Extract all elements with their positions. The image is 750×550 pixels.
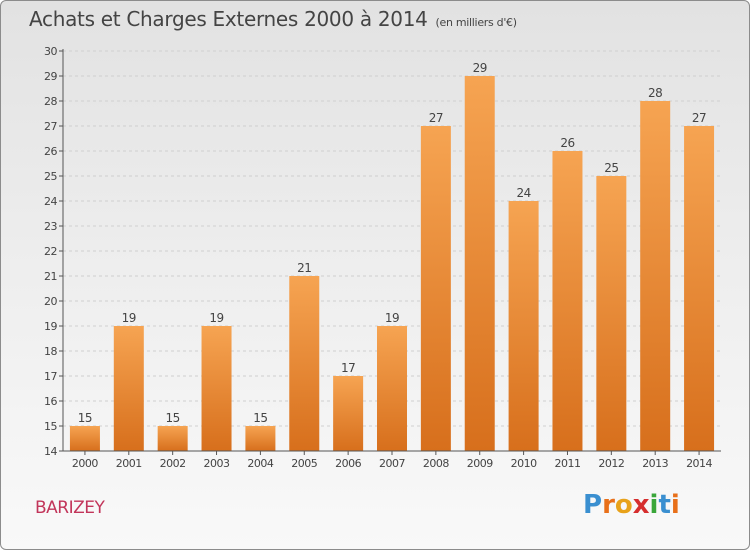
bar-value-label: 15 bbox=[166, 411, 180, 425]
bar-value-label: 29 bbox=[473, 61, 487, 75]
bar bbox=[201, 326, 232, 451]
y-tick-label: 17 bbox=[44, 370, 57, 383]
bar bbox=[596, 176, 627, 451]
bar-value-label: 15 bbox=[78, 411, 92, 425]
bar bbox=[113, 326, 144, 451]
x-tick-label: 2008 bbox=[423, 457, 449, 470]
y-tick-label: 15 bbox=[44, 420, 57, 433]
x-tick-label: 2006 bbox=[335, 457, 361, 470]
bar-value-label: 19 bbox=[385, 311, 399, 325]
x-tick-label: 2003 bbox=[204, 457, 230, 470]
bar bbox=[377, 326, 407, 451]
place-name: BARIZEY bbox=[35, 498, 105, 518]
y-tick-label: 25 bbox=[44, 170, 57, 183]
y-tick-label: 18 bbox=[44, 345, 57, 358]
data-labels: 15 19 15 19 15 21 17 19 27 29 24 26 25 28 27 bbox=[78, 61, 707, 425]
bar-value-label: 15 bbox=[253, 411, 267, 425]
logo-letter: i bbox=[649, 490, 659, 520]
y-tick-label: 19 bbox=[44, 320, 57, 333]
bar-value-label: 27 bbox=[429, 111, 443, 125]
bar bbox=[289, 276, 320, 451]
bar-value-label: 21 bbox=[297, 261, 311, 275]
bars bbox=[69, 76, 715, 451]
logo-letter: P bbox=[583, 490, 603, 520]
bar bbox=[508, 201, 539, 451]
bar-value-label: 25 bbox=[604, 161, 618, 175]
y-tick-label: 28 bbox=[44, 95, 57, 108]
x-tick-label: 2012 bbox=[598, 457, 624, 470]
chart-title: Achats et Charges Externes 2000 à 2014 (e… bbox=[29, 7, 517, 31]
bar-value-label: 26 bbox=[560, 136, 574, 150]
logo-letter: o bbox=[614, 490, 633, 520]
y-tick-label: 20 bbox=[44, 295, 57, 308]
axes: 14 15 16 17 18 19 20 21 22 23 24 25 26 27 28 29 30 2000 20… bbox=[44, 45, 721, 470]
bar-value-label: 27 bbox=[692, 111, 706, 125]
chart-title-text: Achats et Charges Externes 2000 à 2014 bbox=[29, 7, 428, 31]
x-tick-label: 2011 bbox=[554, 457, 580, 470]
x-tick-label: 2001 bbox=[116, 457, 142, 470]
proxiti-logo[interactable]: Proxiti bbox=[583, 490, 680, 520]
logo-letter: i bbox=[670, 490, 680, 520]
bar-value-label: 24 bbox=[516, 186, 530, 200]
y-tick-label: 24 bbox=[44, 195, 57, 208]
y-tick-label: 30 bbox=[44, 45, 57, 58]
logo-letter: x bbox=[632, 490, 650, 520]
y-tick-label: 21 bbox=[44, 270, 57, 283]
x-tick-label: 2000 bbox=[72, 457, 98, 470]
bar bbox=[552, 151, 583, 451]
x-tick-label: 2013 bbox=[642, 457, 668, 470]
y-tick-label: 16 bbox=[44, 395, 57, 408]
bar-value-label: 19 bbox=[209, 311, 223, 325]
y-tick-label: 27 bbox=[44, 120, 57, 133]
y-tick-label: 23 bbox=[44, 220, 57, 233]
bar bbox=[69, 426, 100, 451]
y-tick-label: 22 bbox=[44, 245, 57, 258]
x-tick-label: 2010 bbox=[511, 457, 537, 470]
y-tick-label: 26 bbox=[44, 145, 57, 158]
x-tick-label: 2009 bbox=[467, 457, 493, 470]
bar bbox=[333, 376, 364, 451]
x-tick-label: 2007 bbox=[379, 457, 405, 470]
bar bbox=[640, 101, 671, 451]
x-tick-label: 2014 bbox=[686, 457, 712, 470]
x-tick-label: 2002 bbox=[160, 457, 186, 470]
y-tick-label: 29 bbox=[44, 70, 57, 83]
x-tick-label: 2004 bbox=[247, 457, 273, 470]
chart-unit: (en milliers d'€) bbox=[435, 16, 517, 29]
logo-letter: t bbox=[658, 490, 671, 520]
bar bbox=[684, 126, 715, 451]
bar bbox=[245, 426, 276, 451]
bar bbox=[420, 126, 451, 451]
bar bbox=[464, 76, 495, 451]
bar-value-label: 19 bbox=[122, 311, 136, 325]
logo-letter: r bbox=[602, 490, 615, 520]
bar bbox=[157, 426, 188, 451]
y-tick-label: 14 bbox=[44, 445, 57, 458]
bar-value-label: 17 bbox=[341, 361, 355, 375]
bar-value-label: 28 bbox=[648, 86, 662, 100]
x-tick-label: 2005 bbox=[291, 457, 317, 470]
